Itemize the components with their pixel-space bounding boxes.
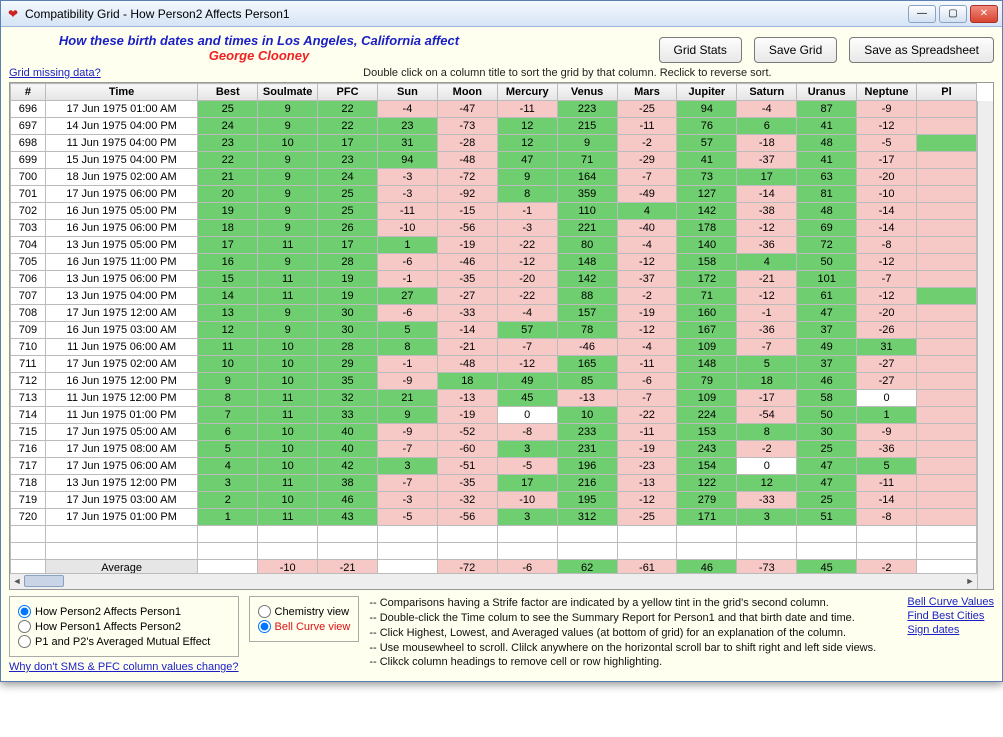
- column-values-link[interactable]: Why don't SMS & PFC column values change…: [9, 661, 239, 673]
- window-title: Compatibility Grid - How Person2 Affects…: [25, 7, 908, 21]
- col-header[interactable]: Venus: [557, 84, 617, 101]
- scroll-right-icon[interactable]: ►: [963, 574, 977, 588]
- col-header[interactable]: Jupiter: [677, 84, 737, 101]
- col-header[interactable]: Best: [198, 84, 258, 101]
- table-row[interactable]: 71117 Jun 1975 02:00 AM101029-1-48-12165…: [11, 356, 977, 373]
- view-group: Chemistry view Bell Curve view: [249, 596, 360, 642]
- table-row[interactable]: 71617 Jun 1975 08:00 AM51040-7-603231-19…: [11, 441, 977, 458]
- col-header[interactable]: #: [11, 84, 46, 101]
- affects-group: How Person2 Affects Person1 How Person1 A…: [9, 596, 239, 657]
- footer-link[interactable]: Find Best Cities: [907, 610, 984, 622]
- header-line1: How these birth dates and times in Los A…: [9, 33, 509, 48]
- col-header[interactable]: Moon: [437, 84, 497, 101]
- table-row[interactable]: 71411 Jun 1975 01:00 PM711339-19010-2222…: [11, 407, 977, 424]
- footer-links: Bell Curve Values Find Best Cities Sign da…: [907, 596, 994, 636]
- sort-hint: Double click on a column title to sort t…: [141, 67, 994, 79]
- affects-radio-2[interactable]: [18, 635, 31, 648]
- scroll-thumb[interactable]: [24, 575, 64, 587]
- note-line: -- Double-click the Time colum to see th…: [369, 611, 897, 626]
- minimize-button[interactable]: —: [908, 5, 936, 23]
- table-row[interactable]: 69714 Jun 1975 04:00 PM2492223-7312215-1…: [11, 118, 977, 135]
- footer-notes: -- Comparisons having a Strife factor ar…: [369, 596, 897, 670]
- table-row: [11, 543, 977, 560]
- table-row[interactable]: 69811 Jun 1975 04:00 PM23101731-28129-25…: [11, 135, 977, 152]
- view-radio-0[interactable]: [258, 605, 271, 618]
- app-icon: ❤: [5, 6, 21, 22]
- table-row[interactable]: 71216 Jun 1975 12:00 PM91035-9184985-679…: [11, 373, 977, 390]
- table-row[interactable]: 71813 Jun 1975 12:00 PM31138-7-3517216-1…: [11, 475, 977, 492]
- table-row[interactable]: 70018 Jun 1975 02:00 AM21924-3-729164-77…: [11, 169, 977, 186]
- note-line: -- Use mousewheel to scroll. Clilck anyw…: [369, 641, 897, 656]
- table-row[interactable]: 71517 Jun 1975 05:00 AM61040-9-52-8233-1…: [11, 424, 977, 441]
- footer-link[interactable]: Bell Curve Values: [907, 596, 994, 608]
- view-radio-1[interactable]: [258, 620, 271, 633]
- col-header[interactable]: Saturn: [737, 84, 797, 101]
- col-header[interactable]: Pl: [917, 84, 977, 101]
- table-row[interactable]: 71011 Jun 1975 06:00 AM1110288-21-7-46-4…: [11, 339, 977, 356]
- affects-radio-0[interactable]: [18, 605, 31, 618]
- missing-data-link[interactable]: Grid missing data?: [9, 67, 101, 79]
- col-header[interactable]: PFC: [318, 84, 378, 101]
- summary-row[interactable]: Average-10-21-72-662-6146-7345-2: [11, 560, 977, 574]
- titlebar: ❤ Compatibility Grid - How Person2 Affec…: [1, 1, 1002, 27]
- horizontal-scrollbar[interactable]: ◄ ►: [10, 573, 977, 589]
- vertical-scrollbar[interactable]: [977, 101, 993, 589]
- table-row[interactable]: 70817 Jun 1975 12:00 AM13930-6-33-4157-1…: [11, 305, 977, 322]
- col-header[interactable]: Neptune: [857, 84, 917, 101]
- table-row[interactable]: 70413 Jun 1975 05:00 PM1711171-19-2280-4…: [11, 237, 977, 254]
- view-label: Bell Curve view: [275, 621, 351, 633]
- note-line: -- Comparisons having a Strife factor ar…: [369, 596, 897, 611]
- footer-link[interactable]: Sign dates: [907, 624, 959, 636]
- col-header[interactable]: Mercury: [497, 84, 557, 101]
- maximize-button[interactable]: ▢: [939, 5, 967, 23]
- affects-radio-1[interactable]: [18, 620, 31, 633]
- save-spreadsheet-button[interactable]: Save as Spreadsheet: [849, 37, 994, 63]
- table-row[interactable]: 70516 Jun 1975 11:00 PM16928-6-46-12148-…: [11, 254, 977, 271]
- table-row[interactable]: 70613 Jun 1975 06:00 PM151119-1-35-20142…: [11, 271, 977, 288]
- note-line: -- Click Highest, Lowest, and Averaged v…: [369, 626, 897, 641]
- grid: #TimeBestSoulmatePFCSunMoonMercuryVenusM…: [9, 82, 994, 590]
- table-row[interactable]: 70916 Jun 1975 03:00 AM129305-145778-121…: [11, 322, 977, 339]
- header-line2: George Clooney: [9, 48, 509, 63]
- close-button[interactable]: ✕: [970, 5, 998, 23]
- table-row: [11, 526, 977, 543]
- affects-label: P1 and P2's Averaged Mutual Effect: [35, 636, 210, 648]
- view-label: Chemistry view: [275, 606, 350, 618]
- table-row[interactable]: 69617 Jun 1975 01:00 AM25922-4-47-11223-…: [11, 101, 977, 118]
- col-header[interactable]: Uranus: [797, 84, 857, 101]
- table-row[interactable]: 72017 Jun 1975 01:00 PM11143-5-563312-25…: [11, 509, 977, 526]
- col-header[interactable]: Soulmate: [258, 84, 318, 101]
- scroll-left-icon[interactable]: ◄: [10, 574, 24, 588]
- affects-label: How Person2 Affects Person1: [35, 606, 181, 618]
- affects-label: How Person1 Affects Person2: [35, 621, 181, 633]
- table-row[interactable]: 71717 Jun 1975 06:00 AM410423-51-5196-23…: [11, 458, 977, 475]
- window: ❤ Compatibility Grid - How Person2 Affec…: [0, 0, 1003, 682]
- grid-stats-button[interactable]: Grid Stats: [659, 37, 742, 63]
- table-row[interactable]: 71311 Jun 1975 12:00 PM8113221-1345-13-7…: [11, 390, 977, 407]
- table-row[interactable]: 70117 Jun 1975 06:00 PM20925-3-928359-49…: [11, 186, 977, 203]
- note-line: -- Clikck column headings to remove cell…: [369, 655, 897, 670]
- table-row[interactable]: 70713 Jun 1975 04:00 PM14111927-27-2288-…: [11, 288, 977, 305]
- table-row[interactable]: 70216 Jun 1975 05:00 PM19925-11-15-11104…: [11, 203, 977, 220]
- col-header[interactable]: Sun: [377, 84, 437, 101]
- table-row[interactable]: 71917 Jun 1975 03:00 AM21046-3-32-10195-…: [11, 492, 977, 509]
- table-row[interactable]: 69915 Jun 1975 04:00 PM2292394-484771-29…: [11, 152, 977, 169]
- col-header[interactable]: Mars: [617, 84, 677, 101]
- save-grid-button[interactable]: Save Grid: [754, 37, 837, 63]
- col-header[interactable]: Time: [45, 84, 197, 101]
- table-row[interactable]: 70316 Jun 1975 06:00 PM18926-10-56-3221-…: [11, 220, 977, 237]
